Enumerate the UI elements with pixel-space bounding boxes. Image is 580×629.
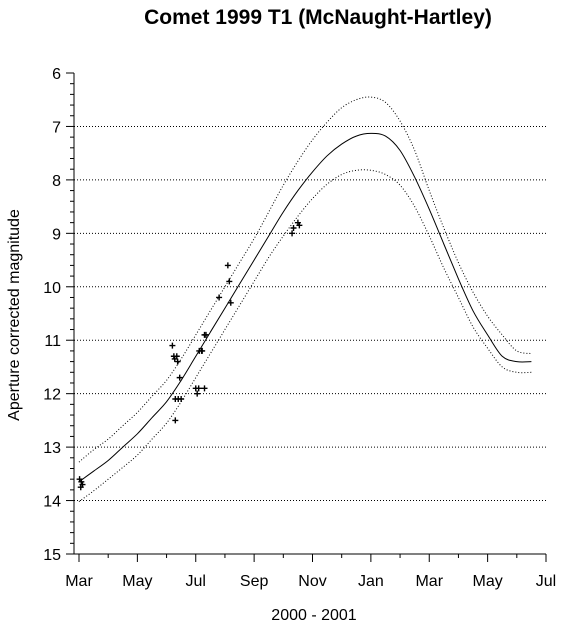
confidence-band-curve bbox=[78, 96, 532, 463]
observation-point bbox=[169, 342, 176, 349]
x-tick-label: Nov bbox=[298, 573, 326, 590]
observation-point bbox=[216, 294, 223, 301]
observation-point bbox=[226, 278, 233, 285]
y-tick-label: 15 bbox=[43, 547, 61, 564]
y-tick-label: 6 bbox=[52, 66, 61, 83]
model-curve bbox=[78, 132, 532, 483]
y-tick-label: 11 bbox=[44, 333, 61, 350]
y-ticks: 6 7 8 9 10 11 12 13 14 15 bbox=[43, 66, 74, 564]
observation-point bbox=[172, 417, 179, 424]
axes bbox=[73, 73, 546, 555]
x-tick-label: Jul bbox=[186, 573, 206, 590]
curves bbox=[78, 96, 532, 503]
chart-title: Comet 1999 T1 (McNaught-Hartley) bbox=[144, 6, 492, 29]
observation-point bbox=[202, 331, 209, 338]
y-axis-label: Aperture corrected magnitude bbox=[6, 209, 23, 421]
observation-point bbox=[296, 222, 303, 229]
observation-point bbox=[174, 358, 181, 365]
x-tick-label: May bbox=[122, 573, 152, 590]
y-tick-label: 13 bbox=[43, 440, 61, 457]
y-tick-label: 10 bbox=[43, 280, 61, 297]
observation-point bbox=[199, 347, 206, 354]
observation-point bbox=[224, 262, 231, 269]
x-tick-label: Mar bbox=[65, 573, 93, 590]
y-tick-label: 9 bbox=[52, 226, 61, 243]
gridlines bbox=[74, 125, 546, 502]
observation-point bbox=[201, 385, 208, 392]
y-tick-label: 14 bbox=[43, 494, 61, 511]
observation-point bbox=[178, 396, 185, 403]
observation-point bbox=[194, 390, 201, 397]
observation-point bbox=[227, 299, 234, 306]
observation-point bbox=[77, 484, 84, 491]
y-tick-label: 12 bbox=[43, 387, 61, 404]
x-tick-label: May bbox=[473, 573, 503, 590]
x-tick-label: Sep bbox=[240, 573, 269, 590]
observation-point bbox=[195, 385, 202, 392]
x-ticks: Mar May Jul Sep Nov Jan Mar May Jul bbox=[65, 554, 556, 590]
observation-point bbox=[290, 224, 297, 231]
x-tick-label: Jan bbox=[358, 573, 384, 590]
observation-point bbox=[176, 374, 183, 381]
y-tick-label: 7 bbox=[52, 119, 61, 136]
x-tick-label: Mar bbox=[415, 573, 443, 590]
confidence-band-curve bbox=[78, 169, 532, 503]
observation-point bbox=[289, 230, 296, 237]
observation-points bbox=[76, 219, 303, 491]
x-tick-label: Jul bbox=[536, 573, 556, 590]
x-axis-label: 2000 - 2001 bbox=[271, 607, 357, 624]
y-tick-label: 8 bbox=[52, 173, 61, 190]
